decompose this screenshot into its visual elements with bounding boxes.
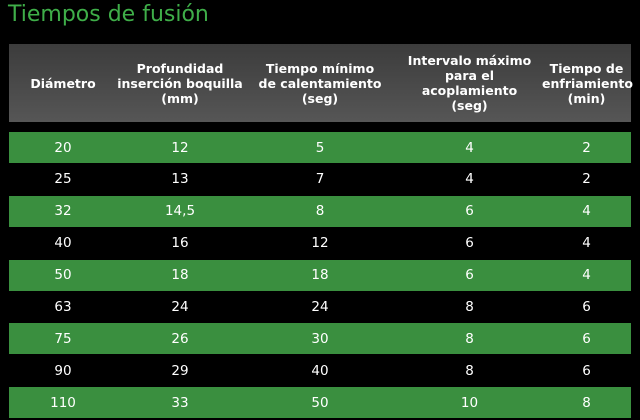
table-cell: 6 (582, 362, 591, 379)
table-cell: 32 (54, 203, 72, 220)
table-row: 25 13 7 4 2 (9, 163, 631, 195)
table-cell: 50 (54, 267, 72, 284)
table-cell: 25 (54, 171, 72, 188)
table-cell: 4 (582, 235, 591, 252)
header-intervalo-acoplamiento: Intervalo máximo para el acoplamiento (seg… (407, 53, 532, 113)
table-cell: 6 (582, 298, 591, 315)
table-cell: 8 (465, 298, 474, 315)
table-cell: 14,5 (164, 203, 196, 220)
table-cell: 90 (54, 362, 72, 379)
table-cell: 110 (50, 394, 76, 411)
table-cell: 50 (311, 394, 329, 411)
table-cell: 40 (311, 362, 329, 379)
table-cell: 8 (315, 203, 325, 220)
table-row: 40 16 12 6 4 (9, 227, 631, 259)
table-cell: 10 (460, 394, 479, 411)
table-cell: 29 (171, 362, 189, 379)
table-cell: 2 (582, 139, 591, 156)
table-cell: 12 (171, 139, 189, 156)
table-cell: 24 (311, 298, 329, 315)
table-cell: 18 (171, 267, 189, 284)
table-cell: 24 (171, 298, 189, 315)
table-cell: 40 (54, 235, 72, 252)
table-cell: 26 (171, 330, 189, 347)
table-row: 32 14,5 8 6 4 (9, 195, 631, 227)
table-cell: 4 (465, 139, 474, 156)
table-cell: 4 (582, 203, 591, 220)
table-cell: 6 (465, 235, 474, 252)
header-profundidad: Profundidad inserción boquilla (mm) (117, 60, 243, 106)
table-cell: 5 (315, 139, 325, 156)
table-row: 110 33 50 10 8 (9, 387, 631, 419)
table-body: 20 12 5 4 2 25 13 7 4 2 32 14,5 8 6 4 40 16 12 6 4 50 18 18 6 4 6… (9, 132, 631, 419)
table-cell: 63 (54, 298, 72, 315)
table-cell: 13 (171, 171, 189, 188)
table-cell: 4 (465, 171, 474, 188)
table-cell: 12 (311, 235, 329, 252)
table-cell: 6 (465, 267, 474, 284)
table-cell: 2 (582, 171, 591, 188)
table-header: Diámetro Profundidad inserción boquilla (m… (9, 44, 633, 122)
table-cell: 7 (315, 171, 325, 188)
header-tiempo-enfriamiento: Tiempo de enfriamiento (min) (542, 60, 633, 106)
table-row: 90 29 40 8 6 (9, 355, 631, 387)
table-cell: 8 (465, 362, 474, 379)
table-cell: 75 (54, 330, 72, 347)
header-tiempo-calentamiento: Tiempo mínimo de calentamiento (seg) (258, 60, 382, 106)
table-cell: 8 (582, 394, 591, 411)
table-row: 20 12 5 4 2 (9, 132, 631, 163)
table-cell: 16 (171, 235, 189, 252)
table-cell: 20 (54, 139, 72, 156)
table-cell: 30 (311, 330, 329, 347)
table-cell: 8 (465, 330, 474, 347)
header-diametro: Diámetro (30, 75, 96, 91)
table-cell: 6 (582, 330, 591, 347)
table-cell: 4 (582, 267, 591, 284)
table-cell: 6 (465, 203, 474, 220)
table-row: 75 26 30 8 6 (9, 323, 631, 355)
table-cell: 18 (311, 267, 329, 284)
page-title: Tiempos de fusión (8, 2, 209, 27)
table-row: 50 18 18 6 4 (9, 259, 631, 291)
table-row: 63 24 24 8 6 (9, 291, 631, 323)
table-cell: 33 (171, 394, 189, 411)
